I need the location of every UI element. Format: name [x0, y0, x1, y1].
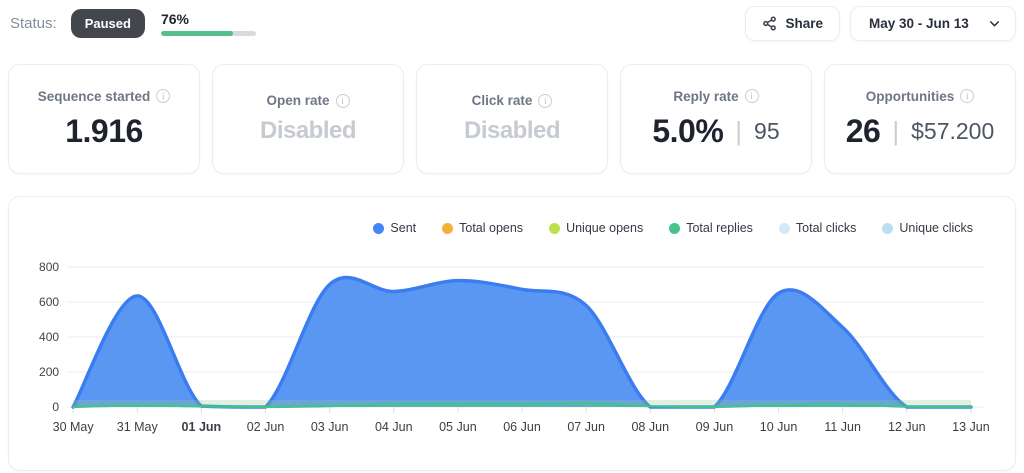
legend-dot	[669, 222, 681, 234]
legend-dot	[442, 222, 454, 234]
legend-label: Total clicks	[795, 221, 857, 235]
card-value: 1.916	[65, 112, 143, 149]
stats-card-row: Sequence started i 1.916 | Open rate i D…	[8, 64, 1016, 174]
info-icon[interactable]: i	[335, 93, 350, 108]
card-secondary-value: $57.200	[911, 117, 995, 144]
card-sequence-started: Sequence started i 1.916 |	[8, 64, 200, 174]
info-icon[interactable]: i	[156, 89, 171, 103]
card-reply-rate: Reply rate i 5.0% | 95	[620, 64, 812, 174]
legend-dot	[549, 222, 561, 234]
card-divider: |	[892, 115, 900, 146]
card-open-rate: Open rate i Disabled |	[212, 64, 404, 174]
chart-legend: Sent Total opens Unique opens Total replies…	[9, 197, 1015, 241]
x-axis-label-03-Jun: 03 Jun	[311, 420, 349, 434]
chevron-down-icon	[988, 17, 1001, 30]
legend-label: Total opens	[459, 221, 524, 235]
y-axis-label-800: 800	[39, 260, 59, 274]
card-label: Click rate	[471, 93, 533, 108]
share-button[interactable]: Share	[745, 5, 840, 41]
date-range-dropdown[interactable]: May 30 - Jun 13	[850, 5, 1016, 41]
legend-item-total-clicks[interactable]: Total clicks	[778, 221, 857, 235]
x-axis-label-31-May: 31 May	[117, 420, 159, 434]
y-axis-label-600: 600	[39, 295, 59, 309]
x-axis-label-01-Jun: 01 Jun	[182, 420, 222, 434]
card-label: Sequence started	[37, 88, 151, 104]
top-bar: Status: Paused 76% Share May 30 - Jun 13	[0, 0, 1024, 41]
x-axis-label-06-Jun: 06 Jun	[503, 420, 541, 434]
card-value: Disabled	[463, 117, 561, 144]
x-axis-label-08-Jun: 08 Jun	[631, 420, 669, 434]
legend-item-unique-clicks[interactable]: Unique clicks	[882, 221, 973, 235]
card-divider: |	[735, 115, 743, 146]
progress-bar-track	[160, 30, 256, 36]
legend-item-total-replies[interactable]: Total replies	[669, 221, 753, 235]
x-axis-label-13-Jun: 13 Jun	[952, 420, 990, 434]
sequence-progress: 76%	[160, 10, 256, 36]
card-value: 5.0%	[652, 112, 724, 149]
status-label: Status:	[10, 14, 57, 32]
x-axis-label-11-Jun: 11 Jun	[824, 420, 861, 434]
share-icon	[762, 16, 777, 31]
legend-label: Total replies	[686, 221, 753, 235]
x-axis-label-12-Jun: 12 Jun	[888, 420, 926, 434]
x-axis-label-04-Jun: 04 Jun	[375, 420, 413, 434]
legend-label: Sent	[390, 221, 417, 235]
legend-dot	[778, 222, 790, 234]
card-label: Opportunities	[865, 88, 955, 104]
legend-label: Unique opens	[566, 221, 644, 235]
card-opportunities: Opportunities i 26 | $57.200	[824, 64, 1016, 174]
info-icon[interactable]: i	[744, 89, 759, 103]
y-axis-label-0: 0	[52, 400, 59, 414]
sent-area	[73, 277, 971, 407]
status-paused-pill[interactable]: Paused	[70, 8, 145, 38]
y-axis-label-200: 200	[39, 365, 59, 379]
legend-dot	[373, 222, 385, 234]
card-value: 26	[845, 112, 881, 149]
x-axis-label-07-Jun: 07 Jun	[567, 420, 605, 434]
card-value: Disabled	[259, 117, 357, 144]
share-button-label: Share	[785, 15, 823, 31]
legend-label: Unique clicks	[899, 221, 973, 235]
analytics-chart-card: Sent Total opens Unique opens Total replies…	[8, 196, 1016, 471]
legend-item-total-opens[interactable]: Total opens	[442, 221, 523, 235]
sent-activity-area-chart: 0 200 400 600 800 30 May 31 May 01 Jun 02 Jun 03 …	[39, 260, 990, 434]
date-range-label: May 30 - Jun 13	[869, 15, 969, 31]
card-label: Reply rate	[673, 88, 739, 104]
progress-bar-fill	[160, 30, 234, 36]
x-axis-label-02-Jun: 02 Jun	[247, 420, 285, 434]
info-icon[interactable]: i	[960, 89, 975, 103]
x-axis-label-10-Jun: 10 Jun	[760, 420, 798, 434]
legend-item-sent[interactable]: Sent	[373, 221, 416, 235]
card-click-rate: Click rate i Disabled |	[416, 64, 608, 174]
total-replies-line	[72, 402, 973, 409]
legend-item-unique-opens[interactable]: Unique opens	[549, 221, 643, 235]
x-axis-label-30-May: 30 May	[53, 420, 95, 434]
progress-percent-label: 76%	[160, 10, 189, 27]
y-axis-label-400: 400	[39, 330, 59, 344]
x-axis-label-05-Jun: 05 Jun	[439, 420, 477, 434]
x-axis-label-09-Jun: 09 Jun	[696, 420, 734, 434]
legend-dot	[882, 222, 894, 234]
card-label: Open rate	[266, 93, 330, 108]
info-icon[interactable]: i	[538, 93, 553, 108]
card-secondary-value: 95	[754, 117, 780, 144]
